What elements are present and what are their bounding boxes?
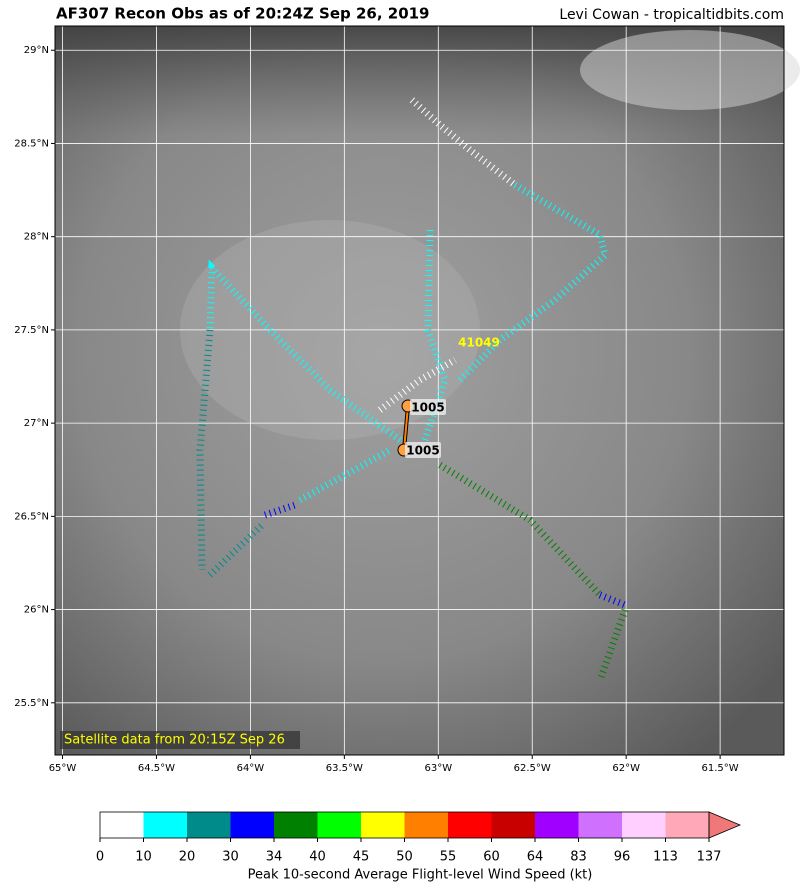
title: AF307 Recon Obs as of 20:24Z Sep 26, 201… [56,5,430,23]
colorbar-segment [230,812,274,838]
lon-tick-label: 61.5°W [702,763,739,774]
colorbar-segment [317,812,361,838]
colorbar-tick-label: 137 [697,850,722,865]
colorbar-tick-label: 60 [483,850,500,865]
colorbar-tick-label: 0 [96,850,104,865]
label-box [405,442,441,458]
credit: Levi Cowan - tropicaltidbits.com [559,7,784,23]
colorbar-segment [100,812,144,838]
colorbar-tick-label: 96 [614,850,631,865]
lat-tick-label: 26.5°N [14,511,49,522]
flight-track [196,97,629,682]
colorbar-segment [448,812,492,838]
lon-tick-label: 65°W [49,763,77,774]
colorbar-tick-label: 83 [570,850,587,865]
lat-tick-label: 29°N [24,45,49,56]
annotation-box [60,731,300,749]
colorbar-tick-label: 50 [396,850,413,865]
lon-tick-label: 62.5°W [514,763,551,774]
map: 1005 1005 41049 Satellite data from 20:1… [54,25,800,756]
colorbar-tick-label: 64 [527,850,544,865]
lon-tick-label: 63°W [424,763,452,774]
satellite-cloud [55,26,784,755]
lat-tick-label: 27.5°N [14,325,49,336]
station-label: 1005 [411,401,444,415]
colorbar-tick-label: 30 [222,850,239,865]
colorbar-segment [665,812,709,838]
colorbar-tick-label: 10 [135,850,152,865]
satellite-cloud [580,30,800,110]
colorbar-tick-label: 55 [440,850,457,865]
colorbar-segment [361,812,405,838]
colorbar: 0 10 20 30 34 40 45 50 55 60 64 83 96 113 137 [96,811,742,865]
lat-tick-label: 27°N [24,418,49,429]
lat-tick-label: 28°N [24,232,49,243]
buoy-label: 41049 [458,336,500,350]
lon-tick-label: 64°W [237,763,265,774]
colorbar-segment [622,812,666,838]
label-box [410,399,446,415]
colorbar-segment [187,812,231,838]
colorbar-tick-label: 40 [309,850,326,865]
lat-tick-label: 28.5°N [14,138,49,149]
grid [55,26,784,755]
colorbar-segment [491,812,535,838]
dropsonde-path [403,405,409,451]
colorbar-tick-label: 45 [353,850,370,865]
lat-tick-label: 26°N [24,605,49,616]
colorbar-segment [274,812,318,838]
colorbar-label: Peak 10-second Average Flight-level Wind… [248,868,593,883]
lon-tick-label: 63.5°W [326,763,363,774]
lat-tick-label: 25.5°N [14,698,49,709]
colorbar-tick-label: 113 [653,850,678,865]
colorbar-tick-label: 34 [266,850,283,865]
station-label: 1005 [406,444,439,458]
annotation: Satellite data from 20:15Z Sep 26 [64,733,285,748]
lon-tick-label: 62°W [612,763,640,774]
colorbar-tick-label: 20 [179,850,196,865]
colorbar-segment [404,812,448,838]
colorbar-extend [708,811,742,839]
map-frame [54,25,785,756]
colorbar-segment [578,812,622,838]
colorbar-segment [143,812,187,838]
colorbar-segment [535,812,579,838]
lon-tick-label: 64.5°W [138,763,175,774]
